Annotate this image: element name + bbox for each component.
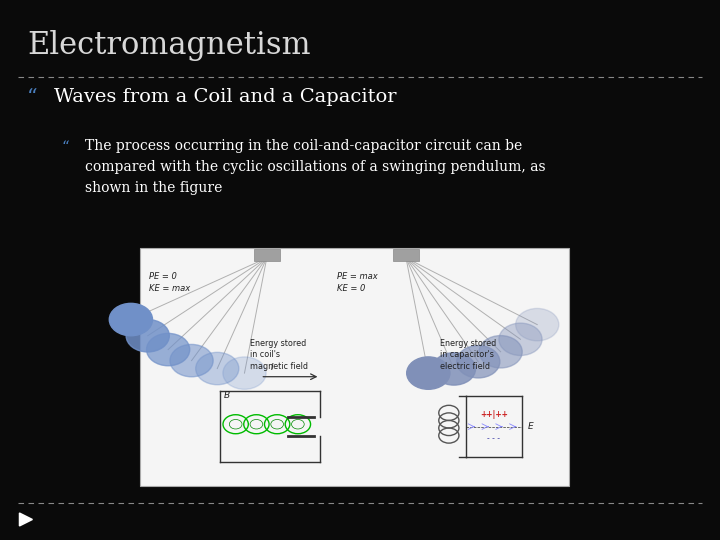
Circle shape <box>196 352 239 384</box>
Text: Energy stored
in capacitor's
electric field: Energy stored in capacitor's electric fi… <box>440 339 497 372</box>
Circle shape <box>109 303 153 336</box>
Text: The process occurring in the coil-and-capacitor circuit can be
compared with the: The process occurring in the coil-and-ca… <box>85 139 546 194</box>
Text: ++|++: ++|++ <box>480 410 508 419</box>
Circle shape <box>170 345 213 377</box>
Circle shape <box>499 323 542 355</box>
Circle shape <box>126 320 169 352</box>
Text: Energy stored
in coil's
magnetic field: Energy stored in coil's magnetic field <box>250 339 307 372</box>
Text: PE = 0
KE = max: PE = 0 KE = max <box>149 272 190 293</box>
FancyBboxPatch shape <box>393 249 419 261</box>
Text: PE = max
KE = 0: PE = max KE = 0 <box>338 272 378 293</box>
Circle shape <box>147 333 190 366</box>
Circle shape <box>432 353 475 385</box>
Text: - - -: - - - <box>487 434 500 443</box>
Text: I: I <box>271 363 274 372</box>
FancyBboxPatch shape <box>254 249 280 261</box>
Circle shape <box>456 346 500 378</box>
Text: Electromagnetism: Electromagnetism <box>27 30 311 60</box>
Text: “: “ <box>27 87 38 107</box>
Text: Waves from a Coil and a Capacitor: Waves from a Coil and a Capacitor <box>54 88 397 106</box>
Text: E: E <box>528 422 534 431</box>
Text: “: “ <box>61 140 69 154</box>
Text: B: B <box>224 391 230 400</box>
Circle shape <box>223 357 266 389</box>
FancyBboxPatch shape <box>140 248 569 486</box>
Circle shape <box>516 308 559 341</box>
Circle shape <box>479 335 522 368</box>
Polygon shape <box>19 513 32 526</box>
Circle shape <box>407 357 450 389</box>
